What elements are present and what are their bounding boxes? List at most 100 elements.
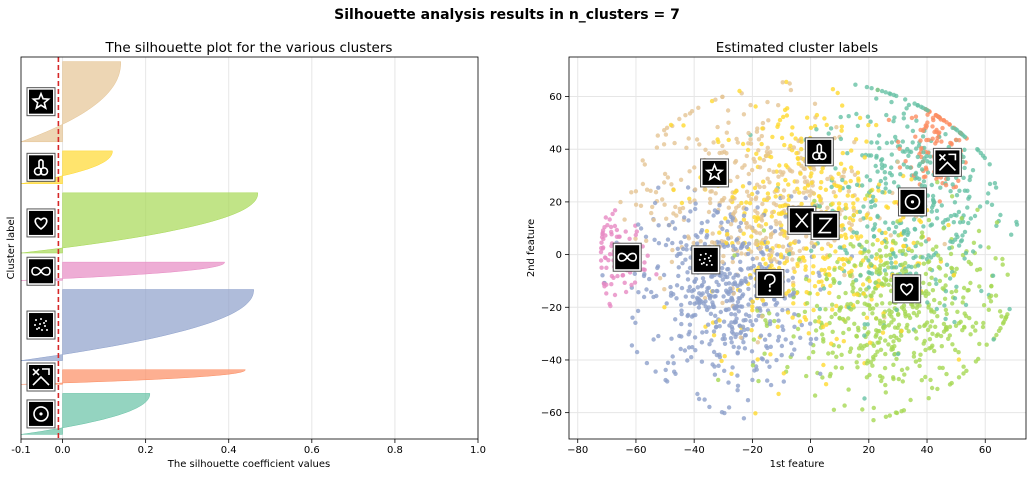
scatter-point-cluster-3 (608, 303, 613, 309)
scatter-point-cluster-3 (627, 236, 632, 241)
scatter-point-cluster-6 (664, 125, 670, 130)
scatter-point-cluster-0 (956, 243, 962, 248)
scatter-point-cluster-2 (707, 404, 712, 410)
scatter-point-cluster-0 (883, 176, 888, 181)
scatter-point-cluster-5 (834, 303, 839, 309)
scatter-point-cluster-2 (685, 277, 691, 282)
scatter-point-cluster-0 (929, 182, 934, 188)
scatter-point-cluster-6 (662, 180, 667, 185)
scatter-point-cluster-0 (826, 131, 831, 136)
silhouette-x-tick-label: 0.4 (221, 445, 237, 456)
scatter-point-cluster-0 (956, 209, 962, 215)
scatter-point-cluster-4 (864, 239, 869, 244)
scatter-point-cluster-5 (790, 125, 795, 130)
scatter-point-cluster-5 (878, 258, 883, 264)
scatter-point-cluster-4 (848, 242, 853, 247)
scatter-point-cluster-2 (675, 246, 680, 251)
scatter-point-cluster-0 (862, 247, 867, 252)
scatter-point-cluster-2 (689, 355, 694, 360)
scatter-point-cluster-5 (883, 230, 888, 235)
scatter-point-cluster-4 (940, 365, 945, 371)
scatter-point-cluster-3 (612, 223, 618, 229)
silhouette-plot-frame (20, 56, 479, 440)
scatter-point-cluster-5 (783, 177, 788, 183)
scatter-point-cluster-6 (768, 258, 773, 263)
silhouette-areas (20, 61, 259, 435)
scatter-point-cluster-2 (686, 345, 692, 350)
scatter-point-cluster-2 (721, 319, 727, 324)
scatter-point-cluster-4 (994, 220, 1000, 225)
scatter-point-cluster-4 (814, 303, 820, 309)
scatter-point-cluster-2 (729, 311, 734, 317)
scatter-point-cluster-1 (896, 139, 901, 145)
scatter-point-cluster-5 (841, 262, 847, 267)
scatter-point-cluster-3 (609, 243, 614, 249)
scatter-point-cluster-2 (706, 285, 711, 290)
scatter-point-cluster-0 (1009, 232, 1014, 237)
scatter-point-cluster-4 (1005, 272, 1010, 277)
scatter-point-cluster-3 (610, 211, 615, 217)
scatter-points (598, 79, 1020, 423)
scatter-point-cluster-4 (903, 314, 908, 319)
scatter-point-cluster-2 (685, 270, 690, 275)
scatter-point-cluster-4 (930, 288, 936, 293)
scatter-point-cluster-4 (881, 324, 886, 330)
scatter-point-cluster-5 (872, 264, 877, 270)
scatter-point-cluster-5 (828, 243, 833, 249)
scatter-point-cluster-2 (724, 298, 729, 304)
scatter-point-cluster-4 (900, 248, 906, 253)
scatter-point-cluster-4 (896, 337, 902, 343)
scatter-point-cluster-0 (921, 150, 926, 155)
scatter-point-cluster-2 (767, 321, 773, 327)
scatter-point-cluster-1 (886, 117, 892, 123)
scatter-point-cluster-2 (735, 273, 741, 278)
scatter-point-cluster-0 (853, 278, 859, 283)
scatter-point-cluster-5 (773, 194, 778, 199)
scatter-point-cluster-6 (735, 140, 740, 145)
scatter-point-cluster-0 (787, 251, 792, 257)
scatter-point-cluster-2 (735, 299, 741, 305)
scatter-point-cluster-6 (764, 149, 770, 154)
scatter-point-cluster-5 (749, 328, 754, 333)
scatter-point-cluster-2 (674, 253, 680, 258)
silhouette-cluster-icons (26, 87, 56, 429)
scatter-point-cluster-5 (836, 205, 842, 211)
scatter-point-cluster-2 (668, 284, 673, 290)
scatter-point-cluster-4 (927, 337, 933, 342)
scatter-point-cluster-4 (846, 327, 852, 332)
scatter-point-cluster-4 (999, 314, 1004, 319)
scatter-point-cluster-2 (735, 350, 740, 355)
scatter-point-cluster-2 (636, 290, 641, 295)
scatter-point-cluster-4 (935, 253, 941, 258)
scatter-point-cluster-6 (794, 179, 800, 184)
scatter-point-cluster-5 (808, 125, 814, 130)
scatter-point-cluster-2 (785, 268, 790, 274)
scatter-point-cluster-0 (868, 199, 874, 205)
scatter-point-cluster-2 (684, 247, 689, 252)
scatter-point-cluster-4 (883, 244, 889, 250)
scatter-point-cluster-2 (693, 201, 698, 206)
scatter-point-cluster-4 (883, 338, 888, 343)
scatter-point-cluster-5 (757, 156, 762, 161)
scatter-point-cluster-6 (755, 340, 760, 345)
scatter-point-cluster-4 (953, 347, 958, 353)
scatter-point-cluster-4 (867, 303, 872, 308)
scatter-y-tick-label: 40 (549, 145, 562, 156)
scatter-point-cluster-6 (638, 203, 644, 208)
scatter-point-cluster-6 (831, 190, 836, 195)
scatter-point-cluster-6 (849, 222, 854, 227)
scatter-point-cluster-0 (865, 224, 870, 229)
scatter-point-cluster-5 (723, 216, 728, 221)
scatter-point-cluster-2 (716, 363, 721, 368)
scatter-point-cluster-2 (776, 318, 781, 323)
scatter-point-cluster-4 (975, 207, 980, 212)
scatter-point-cluster-0 (843, 248, 848, 253)
scatter-point-cluster-0 (957, 188, 962, 193)
scatter-point-cluster-6 (680, 205, 686, 211)
scatter-point-cluster-2 (696, 396, 702, 402)
scatter-point-cluster-3 (603, 215, 608, 220)
scatter-point-cluster-4 (899, 409, 904, 414)
scatter-point-cluster-0 (871, 234, 877, 239)
scatter-point-cluster-4 (848, 273, 853, 278)
scatter-point-cluster-2 (761, 252, 766, 257)
